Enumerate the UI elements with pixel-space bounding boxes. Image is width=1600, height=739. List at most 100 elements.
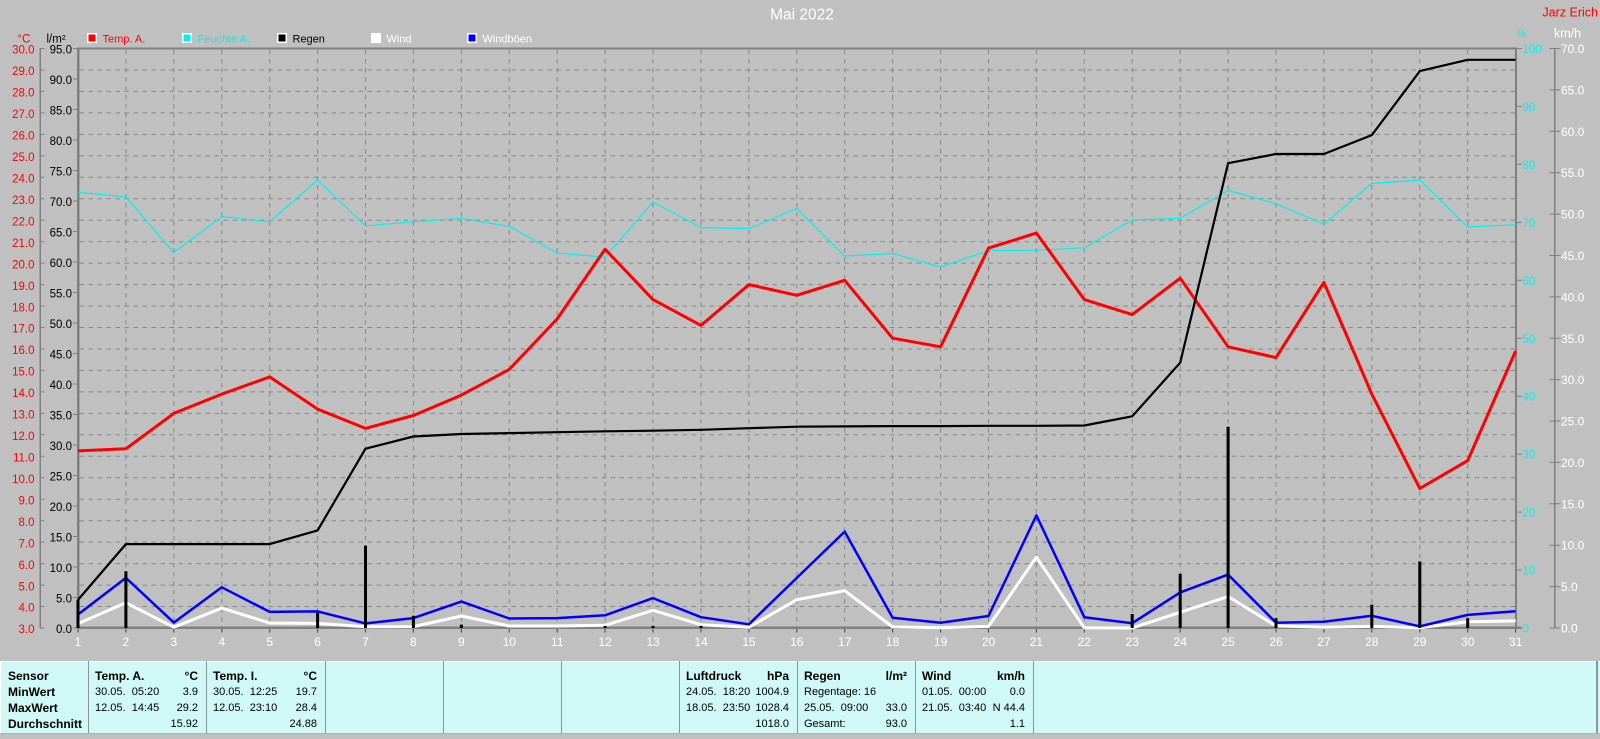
svg-text:28.0: 28.0	[12, 88, 34, 100]
svg-text:5.0: 5.0	[19, 581, 35, 593]
svg-text:Wind: Wind	[387, 34, 412, 46]
svg-text:60.0: 60.0	[50, 258, 72, 270]
svg-text:Mai 2022: Mai 2022	[770, 7, 834, 24]
svg-text:55.0: 55.0	[50, 289, 72, 301]
svg-text:40.0: 40.0	[1561, 290, 1585, 304]
svg-text:9.0: 9.0	[19, 495, 35, 507]
svg-text:15.0: 15.0	[12, 367, 34, 379]
svg-text:50: 50	[1523, 334, 1536, 346]
svg-text:21.0: 21.0	[12, 238, 34, 250]
svg-text:7.0: 7.0	[19, 538, 35, 550]
svg-text:10: 10	[503, 635, 517, 649]
svg-text:17.0: 17.0	[12, 324, 34, 336]
svg-text:l/m²: l/m²	[47, 34, 66, 46]
svg-text:5: 5	[266, 635, 273, 649]
svg-text:15.0: 15.0	[1561, 497, 1585, 511]
svg-text:23: 23	[1126, 635, 1140, 649]
svg-text:Windböen: Windböen	[483, 34, 533, 46]
svg-text:45.0: 45.0	[1561, 249, 1585, 263]
svg-text:Temp. A.: Temp. A.	[103, 34, 146, 46]
svg-text:24: 24	[1174, 635, 1188, 649]
svg-text:70.0: 70.0	[1561, 42, 1585, 56]
svg-text:25.0: 25.0	[12, 152, 34, 164]
svg-text:20.0: 20.0	[50, 502, 72, 514]
svg-text:km/h: km/h	[1554, 27, 1581, 41]
svg-text:26.0: 26.0	[12, 131, 34, 143]
svg-text:10: 10	[1523, 566, 1536, 578]
svg-text:70.0: 70.0	[50, 197, 72, 209]
svg-text:3: 3	[170, 635, 177, 649]
svg-text:6: 6	[314, 635, 321, 649]
svg-text:9: 9	[458, 635, 465, 649]
svg-text:4.0: 4.0	[19, 603, 35, 615]
svg-text:27.0: 27.0	[12, 109, 34, 121]
svg-text:17: 17	[838, 635, 852, 649]
svg-text:30.0: 30.0	[1561, 373, 1585, 387]
svg-text:13: 13	[646, 635, 660, 649]
svg-text:70: 70	[1523, 218, 1536, 230]
svg-text:16.0: 16.0	[12, 345, 34, 357]
svg-text:40: 40	[1523, 392, 1536, 404]
svg-text:31: 31	[1509, 635, 1523, 649]
svg-text:90: 90	[1523, 102, 1536, 114]
svg-text:50.0: 50.0	[1561, 208, 1585, 222]
svg-text:20: 20	[982, 635, 996, 649]
svg-text:21: 21	[1030, 635, 1044, 649]
svg-text:27: 27	[1317, 635, 1331, 649]
svg-text:0.0: 0.0	[56, 624, 72, 636]
svg-text:50.0: 50.0	[50, 319, 72, 331]
svg-text:45.0: 45.0	[50, 350, 72, 362]
svg-text:80: 80	[1523, 160, 1536, 172]
svg-text:65.0: 65.0	[50, 228, 72, 240]
svg-text:10.0: 10.0	[12, 474, 34, 486]
svg-text:55.0: 55.0	[1561, 166, 1585, 180]
svg-text:26: 26	[1269, 635, 1283, 649]
svg-text:6.0: 6.0	[19, 560, 35, 572]
svg-text:2: 2	[123, 635, 130, 649]
svg-text:30: 30	[1523, 450, 1536, 462]
svg-text:28: 28	[1365, 635, 1379, 649]
svg-text:20.0: 20.0	[1561, 456, 1585, 470]
svg-text:Regen: Regen	[293, 34, 325, 46]
svg-text:11: 11	[551, 635, 564, 649]
svg-text:90.0: 90.0	[50, 75, 72, 87]
svg-text:0.0: 0.0	[1561, 622, 1578, 636]
svg-text:7: 7	[362, 635, 369, 649]
svg-text:12.0: 12.0	[12, 431, 34, 443]
svg-text:20: 20	[1523, 508, 1536, 520]
svg-text:18: 18	[886, 635, 900, 649]
svg-text:13.0: 13.0	[12, 410, 34, 422]
svg-text:5.0: 5.0	[1561, 580, 1578, 594]
svg-text:15.0: 15.0	[50, 533, 72, 545]
svg-text:%: %	[1516, 27, 1527, 41]
svg-text:4: 4	[218, 635, 225, 649]
svg-text:80.0: 80.0	[50, 136, 72, 148]
svg-text:5.0: 5.0	[56, 594, 72, 606]
svg-text:23.0: 23.0	[12, 195, 34, 207]
svg-text:35.0: 35.0	[50, 411, 72, 423]
svg-text:65.0: 65.0	[1561, 83, 1585, 97]
svg-text:22: 22	[1078, 635, 1092, 649]
svg-text:19.0: 19.0	[12, 281, 34, 293]
svg-text:25.0: 25.0	[50, 472, 72, 484]
svg-text:8: 8	[410, 635, 417, 649]
svg-text:10.0: 10.0	[50, 563, 72, 575]
svg-text:18.0: 18.0	[12, 302, 34, 314]
svg-text:85.0: 85.0	[50, 106, 72, 118]
svg-text:16: 16	[790, 635, 804, 649]
svg-text:100: 100	[1523, 44, 1542, 56]
svg-text:24.0: 24.0	[12, 174, 34, 186]
svg-text:75.0: 75.0	[50, 167, 72, 179]
svg-text:35.0: 35.0	[1561, 332, 1585, 346]
svg-text:30: 30	[1461, 635, 1475, 649]
svg-text:14.0: 14.0	[12, 388, 34, 400]
svg-text:3.0: 3.0	[19, 624, 35, 636]
svg-text:95.0: 95.0	[50, 45, 72, 57]
svg-text:8.0: 8.0	[19, 517, 35, 529]
svg-text:20.0: 20.0	[12, 259, 34, 271]
svg-text:60: 60	[1523, 276, 1536, 288]
svg-text:30.0: 30.0	[50, 441, 72, 453]
svg-text:°C: °C	[18, 34, 31, 46]
svg-text:15: 15	[742, 635, 756, 649]
svg-text:40.0: 40.0	[50, 380, 72, 392]
